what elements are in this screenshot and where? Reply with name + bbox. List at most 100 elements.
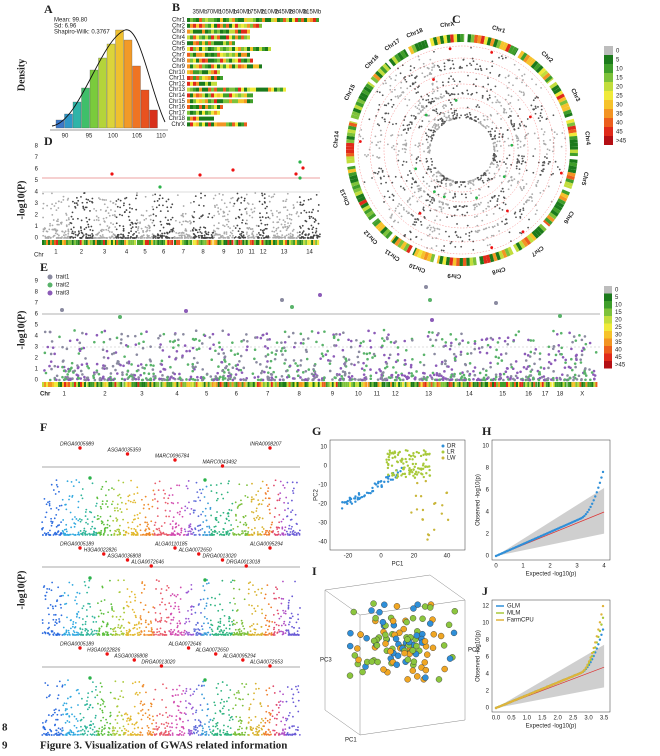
snp-point	[521, 378, 525, 382]
snp-point	[122, 229, 125, 232]
snp-point	[246, 339, 249, 343]
snp-point	[181, 354, 184, 358]
snp-point	[273, 236, 276, 239]
row-label: Chr16	[169, 105, 186, 111]
snp-point	[128, 219, 131, 221]
snp-point	[115, 200, 118, 202]
snp-point	[498, 56, 500, 59]
heat-cell	[211, 93, 214, 98]
snp-point	[182, 220, 185, 223]
snp-point	[73, 525, 76, 528]
snp-point	[584, 374, 588, 377]
snp-point	[56, 365, 60, 369]
top-tick-label: 175Mb	[247, 10, 266, 16]
snp-point	[227, 377, 231, 381]
snp-point	[549, 160, 551, 163]
snp-point	[422, 353, 426, 357]
heat-cell	[214, 81, 217, 86]
snp-point	[81, 373, 84, 376]
snp-point	[300, 212, 303, 214]
snp-point	[479, 178, 481, 181]
density-strip	[502, 382, 504, 387]
snp-point	[294, 362, 297, 365]
snp-point	[504, 76, 507, 79]
density-strip	[223, 240, 226, 245]
snp-point	[454, 246, 457, 248]
legend-label: 25	[615, 325, 622, 331]
snp-point	[304, 378, 307, 381]
snp-point	[404, 234, 407, 236]
density-strip	[164, 382, 167, 387]
density-strip	[90, 382, 93, 387]
snp-point	[208, 212, 211, 215]
chr-density-arc	[533, 228, 542, 237]
density-strip	[301, 240, 304, 245]
density-strip	[490, 382, 492, 387]
heat-cell	[208, 23, 211, 28]
snp-point	[233, 353, 237, 356]
heat-cell	[274, 18, 277, 22]
snp-point	[116, 205, 119, 208]
snp-point	[317, 222, 320, 225]
snp-point	[158, 334, 162, 338]
snp-point	[436, 180, 439, 183]
density-strip	[408, 382, 411, 387]
row-label: Chr3	[172, 29, 186, 35]
snp-point	[382, 82, 385, 85]
chr-density-arc	[560, 192, 569, 199]
density-strip	[70, 382, 72, 387]
snp-point	[261, 194, 264, 197]
snp-point	[552, 142, 555, 144]
snp-point	[52, 489, 55, 491]
snp-point	[151, 194, 154, 197]
snp-point	[489, 200, 492, 202]
snp-point	[317, 204, 320, 206]
snp-point	[292, 359, 296, 362]
snp-point	[122, 235, 125, 237]
heat-cell	[235, 122, 238, 127]
snp-point	[341, 377, 345, 380]
snp-point	[500, 104, 503, 107]
density-strip	[138, 240, 141, 245]
snp-point	[278, 235, 281, 238]
snp-point	[110, 222, 112, 224]
heat-cell	[235, 47, 238, 51]
heat-cell	[187, 122, 190, 127]
snp-point	[435, 245, 438, 247]
snp-point	[397, 150, 400, 152]
snp-point	[256, 378, 260, 382]
snp-point	[445, 185, 448, 188]
heat-cell	[271, 87, 274, 92]
chr-label: Chr10	[408, 261, 427, 273]
snp-point	[431, 371, 435, 375]
snp-point	[519, 216, 522, 219]
heat-cell	[205, 70, 208, 75]
top-tick-label: 105Mb	[219, 10, 238, 16]
snp-point	[415, 235, 418, 238]
snp-point	[93, 378, 97, 382]
chr-density-arc	[552, 206, 561, 214]
snp-point	[486, 169, 489, 172]
density-strip	[125, 382, 128, 387]
chr-density-arc	[542, 72, 551, 81]
snp-point	[373, 171, 376, 174]
heat-cell	[283, 87, 286, 92]
snp-point	[440, 362, 444, 366]
snp-point	[271, 230, 274, 233]
snp-point	[474, 203, 477, 206]
snp-point	[264, 223, 267, 226]
snp-point	[456, 114, 458, 117]
density-strip	[58, 240, 60, 245]
snp-point	[109, 372, 113, 375]
chr-label: X	[580, 392, 584, 398]
chr-label: 4	[175, 392, 179, 398]
snp-point	[552, 114, 555, 117]
snp-point	[431, 69, 433, 71]
snp-point	[236, 198, 239, 201]
snp-point	[226, 368, 230, 372]
snp-point	[218, 193, 221, 195]
snp-point	[142, 230, 144, 232]
heat-cell	[196, 76, 199, 80]
snp-point	[97, 216, 100, 219]
snp-point	[461, 213, 464, 216]
